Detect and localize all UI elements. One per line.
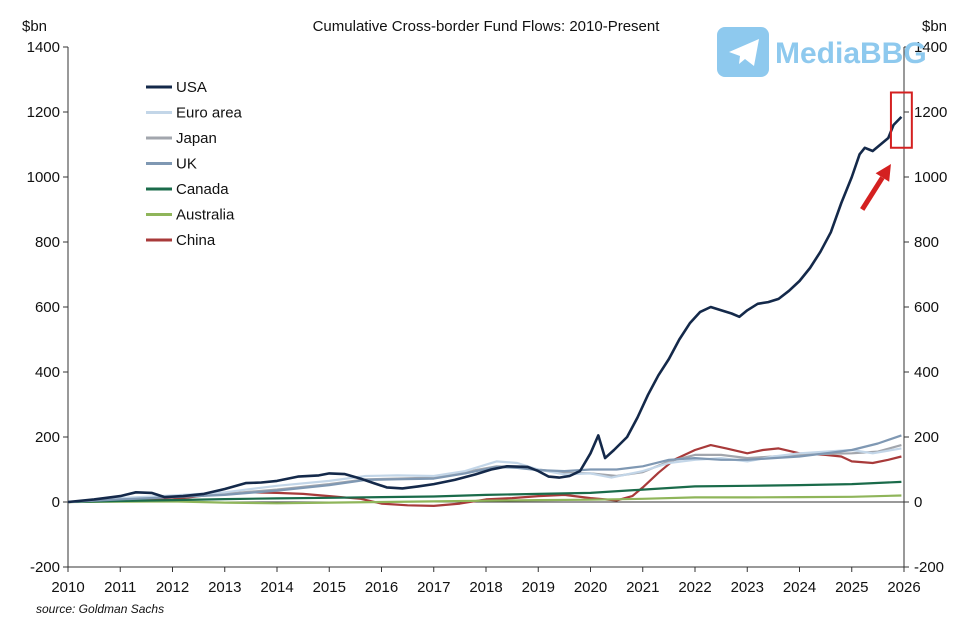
legend-label-uk: UK: [176, 156, 197, 173]
x-tick-label: 2023: [731, 579, 764, 596]
x-tick-label: 2012: [156, 579, 189, 596]
left-y-tick-label: 800: [35, 234, 60, 251]
series-line-euro-area: [67, 447, 902, 504]
x-tick-label: 2015: [313, 579, 346, 596]
series-layer: [67, 115, 903, 507]
series-line-australia: [67, 494, 902, 505]
right-y-tick-label: 200: [914, 429, 939, 446]
x-tick-label: 2019: [522, 579, 555, 596]
x-tick-label: 2020: [574, 579, 607, 596]
left-axis-unit: $bn: [22, 18, 47, 35]
legend-label-canada: Canada: [176, 181, 229, 198]
right-y-tick-label: 800: [914, 234, 939, 251]
x-tick-label: 2025: [835, 579, 868, 596]
x-tick-label: 2018: [469, 579, 502, 596]
x-tick-label: 2017: [417, 579, 450, 596]
axes: [67, 47, 905, 568]
right-y-tick-label: 0: [914, 494, 922, 511]
paper-plane-glyph: [729, 39, 759, 66]
left-y-tick-label: 1400: [27, 39, 60, 56]
chart-title: Cumulative Cross-border Fund Flows: 2010…: [313, 18, 661, 35]
right-y-tick-label: -200: [914, 559, 944, 576]
left-y-tick-label: 1000: [27, 169, 60, 186]
left-y-tick-label: 1200: [27, 104, 60, 121]
legend-label-usa: USA: [176, 79, 207, 96]
x-tick-label: 2021: [626, 579, 659, 596]
right-y-tick-label: 600: [914, 299, 939, 316]
highlight-arrow-head: [875, 164, 891, 182]
right-y-tick-label: 1000: [914, 169, 947, 186]
left-y-axis: -200 0 200 400 600 800 1000 1200 1400: [27, 39, 68, 576]
x-tick-label: 2024: [783, 579, 816, 596]
x-tick-label: 2010: [51, 579, 84, 596]
series-line-uk: [67, 434, 902, 504]
left-y-tick-label: 600: [35, 299, 60, 316]
series-line-usa: [67, 115, 903, 504]
source-note: source: Goldman Sachs: [36, 602, 164, 616]
right-y-tick-label: 400: [914, 364, 939, 381]
legend: USA Euro area Japan UK Canada Australia China: [146, 79, 243, 249]
right-y-tick-label: 1200: [914, 104, 947, 121]
annotations: [860, 91, 913, 211]
left-y-tick-label: 400: [35, 364, 60, 381]
left-y-tick-label: 0: [52, 494, 60, 511]
highlight-arrow-shaft: [860, 176, 885, 211]
left-y-tick-label: 200: [35, 429, 60, 446]
series-line-canada: [67, 480, 902, 504]
right-axis-unit: $bn: [922, 18, 947, 35]
legend-label-euro-area: Euro area: [176, 105, 243, 122]
right-y-axis: -200 0 200 400 600 800 1000 1200 1400: [904, 39, 947, 576]
x-axis: 2010 2011 2012 2013 2014 2015 2016 2017 2018 2019…: [51, 567, 921, 596]
right-y-tick-label: 1400: [914, 39, 947, 56]
watermark: MediaBBG: [717, 27, 927, 77]
legend-label-japan: Japan: [176, 130, 217, 147]
x-tick-label: 2022: [678, 579, 711, 596]
legend-label-australia: Australia: [176, 207, 235, 224]
watermark-text: MediaBBG: [775, 37, 927, 70]
x-tick-label: 2013: [208, 579, 241, 596]
legend-label-china: China: [176, 232, 216, 249]
x-tick-label: 2016: [365, 579, 398, 596]
highlight-box: [889, 91, 913, 149]
x-tick-label: 2011: [104, 579, 136, 596]
left-y-tick-label: -200: [30, 559, 60, 576]
x-tick-label: 2026: [887, 579, 920, 596]
x-tick-label: 2014: [260, 579, 293, 596]
